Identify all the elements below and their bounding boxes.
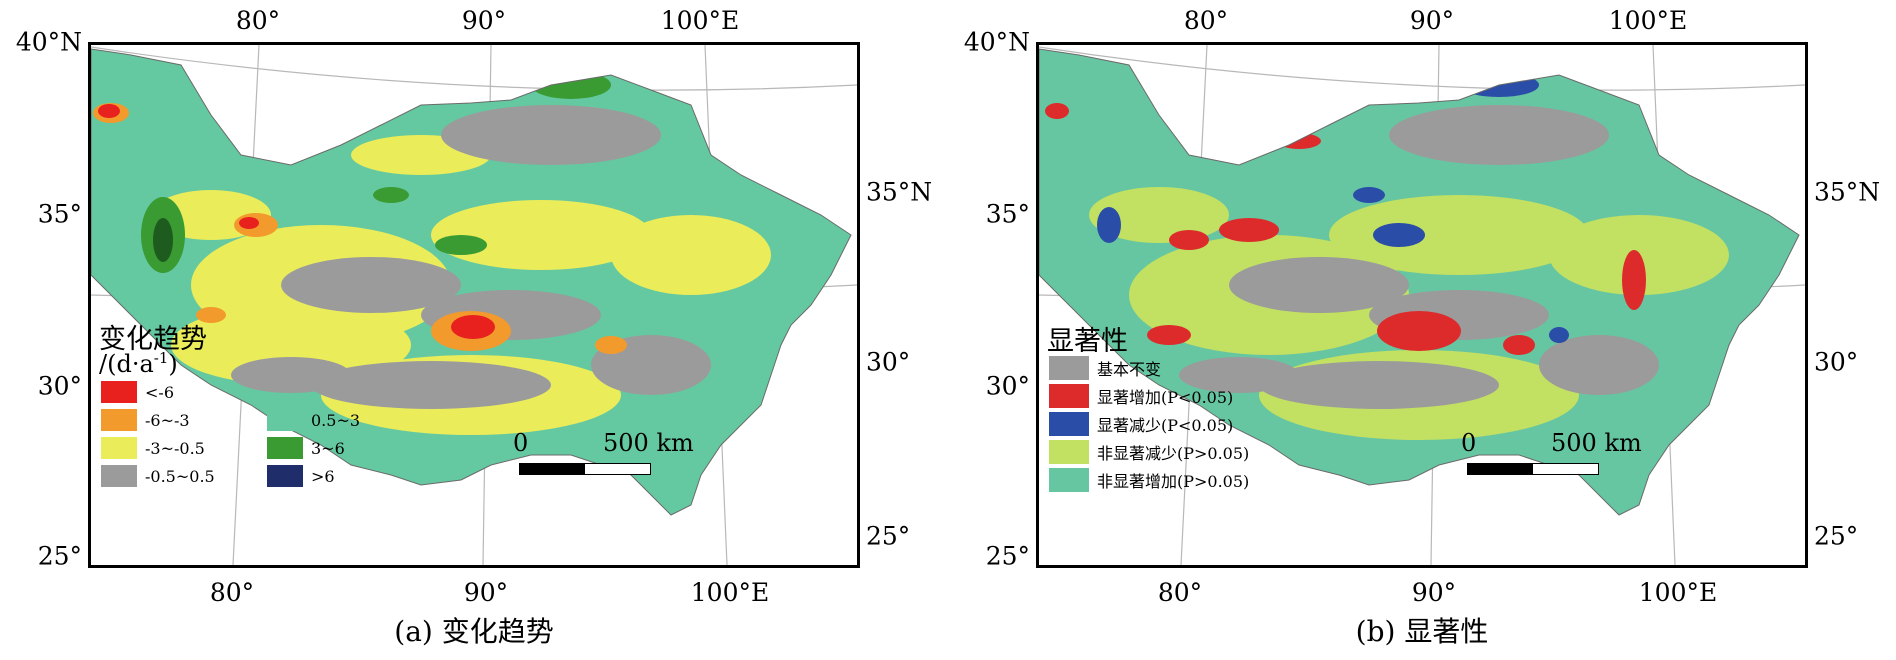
map-canvas [91, 45, 857, 565]
legend-item: <-6 [101, 379, 174, 405]
scale-bar-max: 500 km [603, 429, 694, 457]
lon-label-top: 100°E [660, 6, 740, 35]
lon-label-bottom: 100°E [1638, 578, 1718, 607]
legend-swatch [101, 381, 137, 403]
caption: (b) 显著性 [1355, 615, 1489, 648]
legend-swatch [1049, 412, 1089, 436]
legend-swatch [1049, 440, 1089, 464]
lon-label-top: 80° [235, 6, 281, 35]
legend-label: 显著增加(P<0.05) [1097, 388, 1234, 407]
scale-bar-graphic [519, 463, 651, 475]
legend-item: 显著增加(P<0.05) [1049, 383, 1233, 409]
region-outline [1039, 48, 1800, 516]
legend-unit: /(d·a-1) [99, 349, 178, 378]
caption: (a) 变化趋势 [394, 615, 554, 648]
scale-bar-zero: 0 [1461, 429, 1477, 457]
legend-swatch [267, 437, 303, 459]
scale-bar-graphic [1467, 463, 1599, 475]
lat-label-left: 35° [985, 199, 1030, 229]
lon-label-bottom: 100°E [690, 578, 770, 607]
panel-b: 80° 90° 100°E 40°N 35° 30° 25° 35°N 30° … [948, 0, 1896, 660]
legend-item: 显著减少(P<0.05) [1049, 411, 1233, 437]
legend-swatch [1049, 468, 1089, 492]
legend-label: 3~6 [311, 438, 345, 458]
legend-label: 非显著减少(P>0.05) [1097, 444, 1250, 463]
legend-item: >6 [267, 463, 335, 489]
lon-label-top: 100°E [1608, 6, 1688, 35]
map-frame: 显著性 基本不变 显著增加(P<0.05) 显著减少(P<0.05) 非显著减少… [1036, 42, 1808, 568]
legend-swatch [267, 465, 303, 487]
lat-label-right: 30° [1814, 347, 1859, 377]
legend-item: 基本不变 [1049, 355, 1161, 381]
legend-item: -6~-3 [101, 407, 190, 433]
lat-label-left: 40°N [15, 27, 82, 57]
panel-a: 80° 90° 100°E 40°N 35° 30° 25° 35°N 30° … [15, 6, 933, 648]
legend-item: 3~6 [267, 435, 345, 461]
region-outline [91, 48, 852, 516]
lon-label-bottom: 90° [463, 578, 509, 607]
legend-swatch [101, 409, 137, 431]
lon-label-bottom: 90° [1411, 578, 1457, 607]
legend-label: 显著减少(P<0.05) [1097, 416, 1234, 435]
lat-label-left: 30° [985, 371, 1030, 401]
legend-swatch [1049, 356, 1089, 380]
legend-swatch [267, 409, 303, 431]
lon-label-top: 90° [461, 6, 507, 35]
legend-swatch [101, 465, 137, 487]
scale-bar-max: 500 km [1551, 429, 1642, 457]
legend-item: -0.5~0.5 [101, 463, 215, 489]
lat-label-left: 40°N [963, 27, 1030, 57]
lat-label-left: 25° [985, 541, 1030, 571]
legend-item: 非显著增加(P>0.05) [1049, 467, 1249, 493]
lon-label-top: 80° [1183, 6, 1229, 35]
lon-label-bottom: 80° [1157, 578, 1203, 607]
legend-item: 非显著减少(P>0.05) [1049, 439, 1249, 465]
lat-label-left: 30° [37, 371, 82, 401]
legend-label: 非显著增加(P>0.05) [1097, 472, 1250, 491]
legend-label: -0.5~0.5 [145, 466, 215, 486]
lat-label-left: 35° [37, 199, 82, 229]
legend-swatch [101, 437, 137, 459]
lat-label-right: 35°N [866, 177, 933, 207]
legend-title: 变化趋势 [99, 324, 207, 355]
scale-bar-zero: 0 [513, 429, 529, 457]
lat-label-right: 30° [866, 347, 911, 377]
legend-item: 0.5~3 [267, 407, 360, 433]
lat-label-left: 25° [37, 541, 82, 571]
legend-label: 0.5~3 [311, 410, 361, 430]
map-frame: 变化趋势 /(d·a-1) <-6 -6~-3 -3~-0.5 -0.5~0.5… [88, 42, 860, 568]
legend-label: <-6 [145, 382, 174, 402]
map-fill-trend [91, 49, 851, 515]
legend-label: -6~-3 [145, 410, 190, 430]
lat-label-right: 25° [866, 521, 911, 551]
map-canvas [1039, 45, 1805, 565]
legend-label: >6 [311, 466, 335, 486]
legend-item: -3~-0.5 [101, 435, 205, 461]
lat-label-right: 35°N [1814, 177, 1881, 207]
lon-label-top: 90° [1409, 6, 1455, 35]
legend-label: 基本不变 [1097, 360, 1162, 379]
legend-label: -3~-0.5 [145, 438, 205, 458]
lat-label-right: 25° [1814, 521, 1859, 551]
lon-label-bottom: 80° [209, 578, 255, 607]
legend-title: 显著性 [1047, 326, 1128, 357]
legend-swatch [1049, 384, 1089, 408]
